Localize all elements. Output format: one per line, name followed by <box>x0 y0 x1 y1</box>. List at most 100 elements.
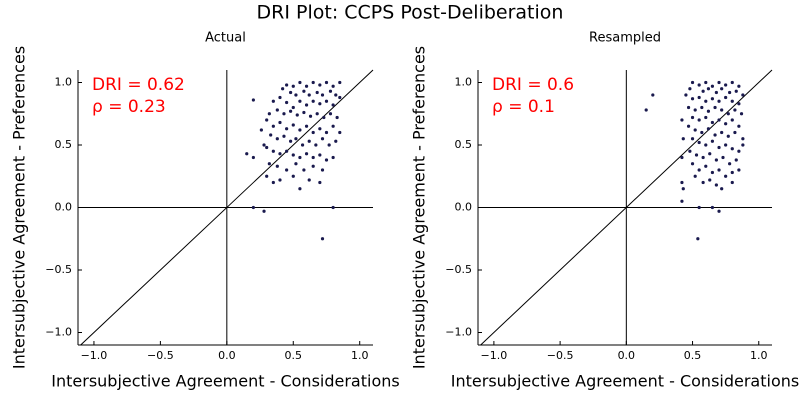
point <box>302 168 306 172</box>
point <box>271 149 275 153</box>
point <box>334 139 338 143</box>
point <box>291 153 295 157</box>
point <box>700 105 704 110</box>
point <box>714 158 718 162</box>
point <box>704 143 708 147</box>
point <box>320 168 325 172</box>
point <box>733 130 737 135</box>
point <box>311 130 315 135</box>
point <box>741 93 745 97</box>
point <box>686 105 691 110</box>
point <box>271 124 275 128</box>
point <box>318 153 322 157</box>
point <box>282 112 286 116</box>
point <box>315 90 319 95</box>
point <box>717 80 721 85</box>
point <box>294 162 298 166</box>
x-tick-label: 0.0 <box>618 349 636 362</box>
point <box>271 180 275 185</box>
annotation: DRI = 0.62 <box>92 75 185 95</box>
point <box>262 209 266 213</box>
subplot: Actual Intersubjective Agreement - Consid… <box>10 31 400 391</box>
point <box>693 128 697 132</box>
point <box>285 83 289 87</box>
y-axis-label: Intersubjective Agreement - Preferences <box>10 46 29 369</box>
point <box>730 147 734 151</box>
point <box>684 93 688 97</box>
point <box>696 237 700 241</box>
point <box>320 237 325 241</box>
point <box>278 152 282 156</box>
point <box>267 112 271 116</box>
point <box>741 143 745 147</box>
point <box>304 103 309 107</box>
point <box>298 99 302 103</box>
y-tick-label: 1.0 <box>455 76 473 89</box>
x-tick-label: −1.0 <box>81 349 108 362</box>
y-tick-label: 0.5 <box>55 138 73 151</box>
point <box>331 155 335 160</box>
point <box>726 112 730 116</box>
point <box>739 112 744 116</box>
point <box>302 110 306 115</box>
point <box>314 143 318 147</box>
point <box>708 152 712 156</box>
point <box>690 80 695 85</box>
point <box>726 134 730 138</box>
point <box>700 130 704 135</box>
point <box>706 87 711 91</box>
point <box>720 130 724 135</box>
point <box>285 168 289 172</box>
point <box>265 145 269 150</box>
point <box>706 109 711 113</box>
point <box>686 124 691 128</box>
point <box>298 128 302 132</box>
point <box>285 127 289 131</box>
point <box>704 80 708 85</box>
point <box>294 93 298 97</box>
point <box>285 100 289 105</box>
point <box>644 108 648 112</box>
point <box>320 93 325 97</box>
x-tick-label: 0.5 <box>684 349 702 362</box>
point <box>724 83 728 87</box>
point <box>318 180 322 185</box>
point <box>307 178 311 182</box>
point <box>737 102 741 106</box>
point <box>704 164 708 168</box>
point <box>737 149 741 153</box>
figure-title: DRI Plot: CCPS Post-Deliberation <box>257 2 564 24</box>
y-tick-label: −0.5 <box>445 263 472 276</box>
x-tick-label: −0.5 <box>147 349 174 362</box>
point <box>694 153 699 157</box>
point <box>704 99 708 103</box>
point <box>275 164 279 168</box>
point <box>697 95 701 100</box>
point <box>289 139 293 143</box>
y-tick-label: −1.0 <box>445 326 472 339</box>
point <box>275 108 279 112</box>
subplot: Resampled Intersubjective Agreement - Con… <box>410 31 800 391</box>
point <box>267 162 271 166</box>
point <box>311 80 315 85</box>
point <box>737 168 741 172</box>
point <box>717 118 721 122</box>
point <box>278 120 282 125</box>
point <box>710 97 715 101</box>
point <box>720 187 724 191</box>
x-tick-label: 0.5 <box>285 349 303 362</box>
x-axis-label: Intersubjective Agreement - Consideratio… <box>51 372 399 391</box>
point <box>693 108 697 112</box>
point <box>690 115 695 120</box>
point <box>733 108 737 112</box>
point <box>335 115 339 120</box>
y-tick-label: 0.0 <box>455 201 473 214</box>
point <box>720 87 724 91</box>
point <box>338 130 342 135</box>
point <box>688 87 692 91</box>
point <box>701 180 705 185</box>
point <box>710 205 715 210</box>
point <box>331 84 335 88</box>
point <box>697 168 701 172</box>
point <box>320 137 325 141</box>
